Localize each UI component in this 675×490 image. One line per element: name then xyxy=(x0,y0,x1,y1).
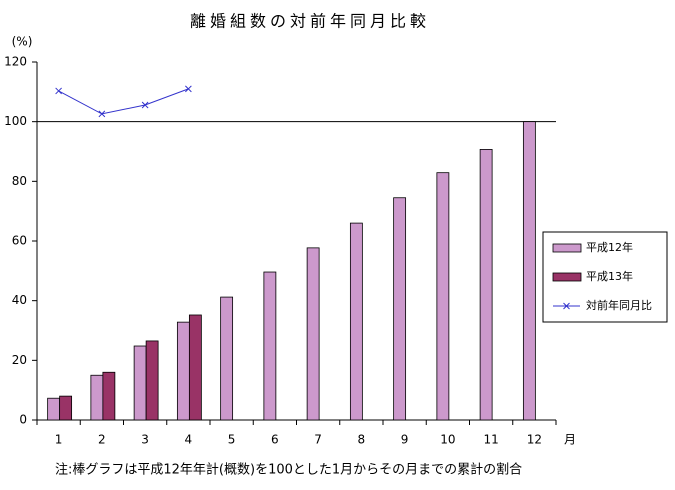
bar xyxy=(306,247,320,421)
bar xyxy=(220,296,234,421)
y-tick-label: 20 xyxy=(12,353,27,367)
bar xyxy=(102,371,116,421)
bar xyxy=(145,340,159,421)
bar xyxy=(59,395,73,421)
y-tick-label: 100 xyxy=(4,114,27,128)
bar xyxy=(479,149,493,421)
y-tick-label: 80 xyxy=(12,174,27,188)
x-tick-label: 6 xyxy=(271,433,279,447)
legend-label: 平成13年 xyxy=(586,269,633,283)
x-tick-label: 3 xyxy=(141,433,149,447)
bar xyxy=(90,374,104,421)
y-axis-label: (%) xyxy=(12,35,33,49)
line-marker xyxy=(55,87,62,95)
x-tick-label: 2 xyxy=(98,433,106,447)
y-tick-label: 60 xyxy=(12,234,27,248)
bar xyxy=(263,271,277,421)
x-tick-label: 12 xyxy=(527,433,542,447)
line xyxy=(58,88,189,115)
x-tick-label: 4 xyxy=(185,433,193,447)
legend-label: 平成12年 xyxy=(586,240,633,254)
bar xyxy=(349,222,363,421)
bar xyxy=(522,121,536,421)
bar xyxy=(393,197,407,421)
x-tick-label: 10 xyxy=(440,433,455,447)
y-tick-label: 120 xyxy=(4,55,27,69)
legend-marker xyxy=(563,302,570,310)
bar xyxy=(188,314,202,421)
legend-label: 対前年同月比 xyxy=(586,298,652,312)
bar xyxy=(176,321,190,421)
x-tick-label: 5 xyxy=(228,433,236,447)
x-tick-label: 9 xyxy=(401,433,409,447)
note: 注:棒グラフは平成12年年計(概数)を100とした1月からその月までの累計の割合 xyxy=(55,462,522,478)
x-tick-label: 7 xyxy=(314,433,322,447)
bar xyxy=(133,345,147,421)
y-tick-label: 40 xyxy=(12,293,27,307)
bar xyxy=(47,397,61,421)
bar xyxy=(436,172,450,421)
x-tick-label: 1 xyxy=(55,433,63,447)
legend-swatch xyxy=(552,272,582,282)
x-tick-label: 8 xyxy=(358,433,366,447)
x-axis-label: 月 xyxy=(564,433,576,447)
x-tick-label: 11 xyxy=(483,433,498,447)
chart-title: 離婚組数の対前年同月比較 xyxy=(190,12,430,31)
legend-swatch xyxy=(552,243,582,253)
y-tick-label: 0 xyxy=(19,413,27,427)
